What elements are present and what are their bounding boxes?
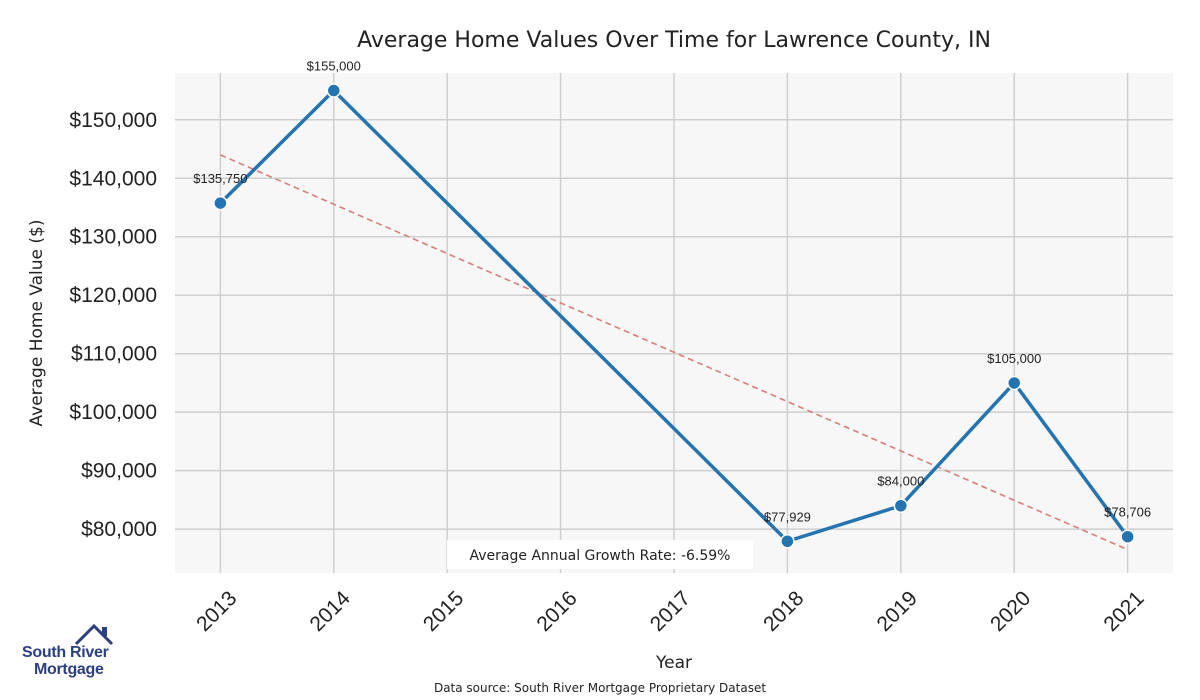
y-tick-label: $130,000: [69, 226, 157, 249]
growth-rate-annotation: Average Annual Growth Rate: -6.59%: [447, 540, 753, 569]
markers: [213, 83, 1135, 549]
x-tick-label: 2017: [646, 587, 695, 636]
y-tick-label: $120,000: [69, 284, 157, 307]
y-tick-label: $90,000: [81, 460, 157, 483]
y-tick-label: $110,000: [71, 343, 157, 366]
data-label: $77,929: [764, 509, 811, 524]
x-tick-label: 2014: [306, 587, 356, 637]
data-label: $155,000: [307, 59, 361, 74]
house-roof-icon: [74, 623, 114, 646]
x-tick-label: 2013: [192, 587, 241, 636]
series-line: [219, 88, 1130, 544]
data-point: [326, 83, 342, 98]
data-point: [1120, 529, 1135, 544]
data-point: [893, 498, 909, 513]
data-point: [213, 195, 228, 211]
y-tick-label: $80,000: [81, 518, 157, 541]
x-tick-label: 2019: [873, 587, 922, 636]
x-axis-ticks: 2013 2014 2015 2016 2017 2018 2019 2020 2021: [192, 587, 1149, 637]
trendline: [220, 154, 1128, 551]
data-labels: $135,750 $155,000 $77,929 $84,000 $105,000 $7…: [193, 59, 1151, 525]
data-label: $78,706: [1104, 505, 1151, 520]
x-tick-label: 2020: [986, 587, 1035, 636]
data-source-note: Data source: South River Mortgage Propri…: [433, 681, 767, 695]
grid: [175, 73, 1173, 573]
y-axis-label: Average Home Value ($): [27, 220, 47, 427]
brand-logo: South River Mortgage: [22, 620, 122, 682]
annotation-box: [447, 540, 753, 569]
brand-name-line1: South River: [22, 644, 109, 661]
y-axis-ticks: $80,000 $90,000 $100,000 $110,000 $120,000 $1…: [69, 109, 157, 541]
data-label: $84,000: [877, 474, 924, 489]
data-point: [780, 534, 795, 549]
x-axis-label: Year: [655, 653, 692, 673]
y-tick-label: $140,000: [69, 167, 157, 190]
data-label: $135,750: [193, 171, 247, 186]
brand-name-line2: Mortgage: [34, 661, 104, 678]
annotation-text: Average Annual Growth Rate: -6.59%: [470, 548, 731, 564]
x-tick-label: 2015: [419, 587, 468, 636]
x-tick-label: 2018: [759, 587, 808, 636]
x-tick-label: 2016: [532, 587, 581, 636]
y-tick-label: $150,000: [69, 109, 157, 132]
x-tick-label: 2021: [1099, 587, 1148, 636]
data-label: $105,000: [987, 351, 1041, 366]
y-tick-label: $100,000: [69, 401, 157, 424]
chart-title: Average Home Values Over Time for Lawren…: [357, 28, 991, 53]
data-point: [1006, 375, 1022, 391]
